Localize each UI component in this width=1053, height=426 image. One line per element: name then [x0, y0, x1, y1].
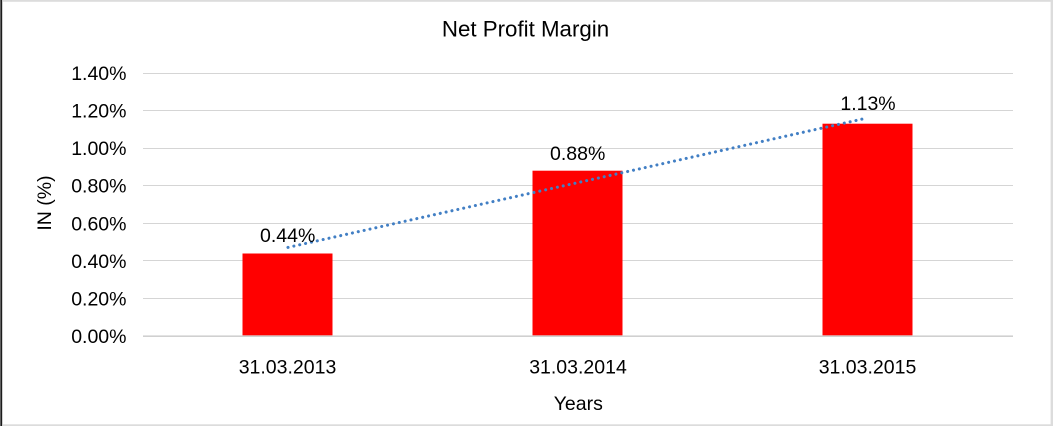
svg-text:0.20%: 0.20% — [71, 288, 126, 310]
svg-text:1.00%: 1.00% — [71, 138, 126, 160]
svg-text:Net Profit Margin: Net Profit Margin — [442, 17, 609, 42]
svg-text:0.44%: 0.44% — [260, 225, 315, 247]
svg-text:Years: Years — [554, 393, 603, 415]
svg-text:1.20%: 1.20% — [71, 101, 126, 123]
svg-text:31.03.2015: 31.03.2015 — [819, 357, 917, 379]
svg-text:0.60%: 0.60% — [71, 213, 126, 235]
svg-text:1.13%: 1.13% — [840, 93, 895, 115]
svg-text:1.40%: 1.40% — [71, 63, 126, 85]
svg-text:0.88%: 0.88% — [550, 143, 605, 165]
svg-text:31.03.2014: 31.03.2014 — [529, 357, 627, 379]
svg-text:0.40%: 0.40% — [71, 251, 126, 273]
svg-text:0.00%: 0.00% — [71, 326, 126, 348]
svg-text:0.80%: 0.80% — [71, 176, 126, 198]
svg-text:IN (%): IN (%) — [34, 175, 56, 230]
svg-text:31.03.2013: 31.03.2013 — [239, 357, 337, 379]
